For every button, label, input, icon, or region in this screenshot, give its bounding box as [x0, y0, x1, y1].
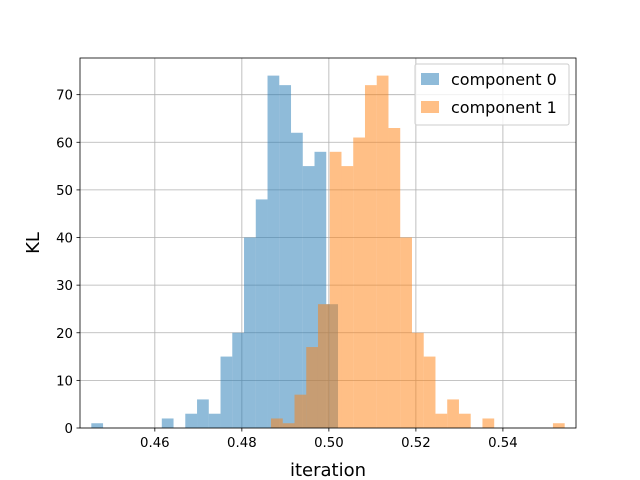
histogram-bar-component-1	[447, 399, 459, 428]
x-axis-label: iteration	[290, 460, 366, 480]
y-tick-label: 70	[56, 89, 73, 104]
y-tick-label: 20	[56, 327, 73, 342]
histogram-bar-component-0	[185, 413, 198, 428]
y-tick-label: 30	[56, 279, 73, 294]
histogram-bar-component-0	[291, 132, 303, 428]
histogram-bar-component-0	[161, 418, 174, 428]
legend-swatch-component-1	[421, 101, 439, 113]
histogram-bar-component-0	[197, 399, 209, 428]
histogram-bar-component-1	[388, 128, 401, 428]
histogram-bar-component-0	[91, 423, 104, 428]
legend: component 0 component 1	[414, 63, 570, 126]
y-axis-label: KL	[23, 232, 44, 254]
histogram-bar-component-1	[458, 413, 471, 428]
histogram-bar-component-1	[376, 75, 389, 428]
histogram-bar-component-1	[364, 85, 377, 429]
x-tick-label: 0.54	[488, 436, 518, 451]
histogram-bar-component-1	[435, 413, 448, 428]
histogram-bar-component-0	[220, 356, 233, 428]
x-tick-label: 0.46	[140, 436, 170, 451]
plot-frame	[79, 57, 577, 429]
legend-label-component-1: component 1	[451, 98, 557, 117]
histogram-bar-component-0	[267, 75, 280, 428]
y-tick-label: 60	[56, 136, 73, 151]
histogram-bar-component-1	[552, 423, 565, 428]
bars-layer	[91, 75, 565, 429]
x-tick-label: 0.50	[314, 436, 344, 451]
histogram-bar-component-1	[482, 418, 495, 428]
histogram-bar-component-0	[279, 85, 292, 429]
x-tick-label: 0.48	[227, 436, 257, 451]
legend-swatch-component-0	[421, 73, 439, 85]
y-tick-label: 50	[56, 184, 73, 199]
histogram-bar-component-1	[411, 332, 424, 428]
histogram-bar-component-0	[208, 413, 221, 428]
histogram-bar-component-1	[282, 423, 295, 428]
y-tick-label: 40	[56, 232, 73, 247]
ticks-layer: 0.46 0.48 0.50 0.52 0.54 0 10 20 30 40 50 60 70	[56, 89, 518, 451]
histogram-bar-component-0	[314, 151, 327, 429]
histogram-bar-component-1	[317, 304, 330, 428]
histogram-bar-component-1	[271, 418, 283, 428]
x-tick-label: 0.52	[401, 436, 431, 451]
y-tick-label: 10	[56, 374, 73, 389]
histogram-bar-component-0	[302, 166, 315, 428]
histogram-bar-component-0	[232, 332, 245, 428]
histogram-bar-component-0	[244, 237, 256, 428]
histogram-bar-component-1	[329, 151, 342, 429]
legend-label-component-0: component 0	[451, 70, 557, 89]
histogram-bar-component-1	[306, 347, 318, 428]
histogram-bar-component-1	[400, 237, 412, 428]
legend-box	[414, 63, 570, 126]
histogram-bar-component-1	[294, 394, 307, 428]
histogram-bar-component-1	[423, 356, 436, 428]
histogram-bar-component-1	[341, 166, 354, 428]
histogram-bar-component-0	[255, 199, 268, 428]
histogram-bar-component-1	[353, 137, 365, 428]
y-tick-label: 0	[65, 422, 73, 437]
